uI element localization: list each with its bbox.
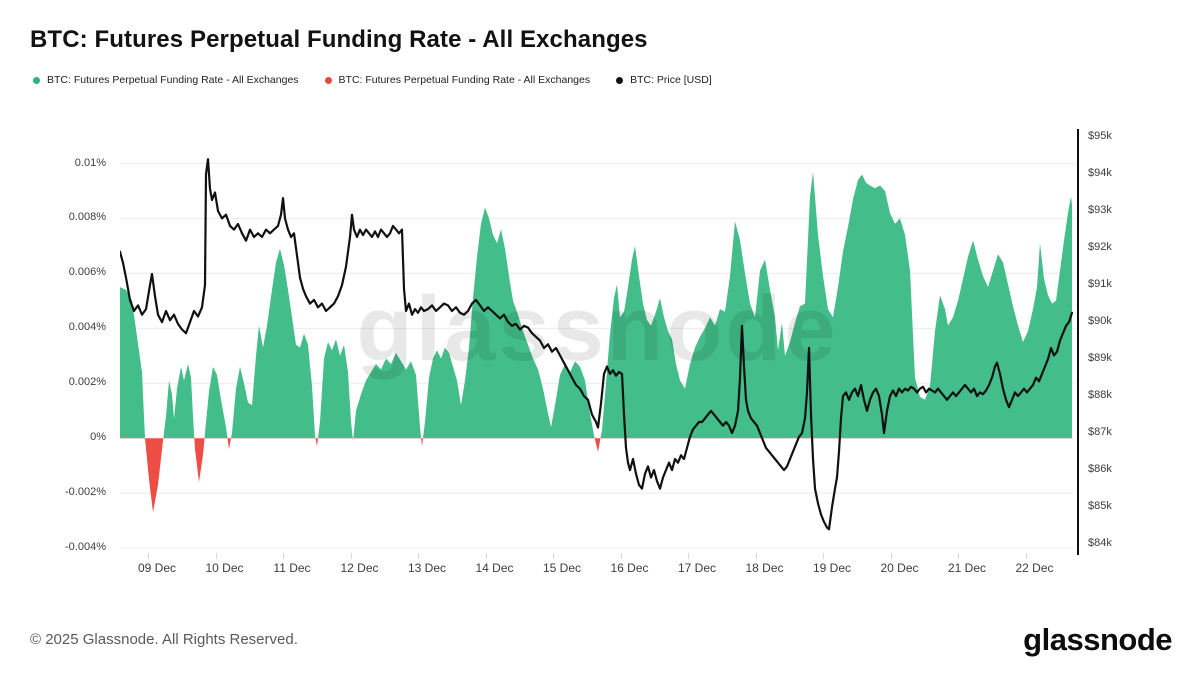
x-tick-label: 14 Dec xyxy=(475,561,514,575)
x-tick-mark xyxy=(215,553,217,559)
x-tick-mark xyxy=(688,553,689,559)
y-left-tick-label: 0% xyxy=(90,431,106,444)
y-right-tick-label: $91k xyxy=(1088,278,1112,291)
x-tick-label: 09 Dec xyxy=(137,561,177,575)
x-tick-label: 17 Dec xyxy=(677,561,717,575)
x-tick-mark xyxy=(418,553,419,559)
y-left-tick-label: -0.002% xyxy=(65,486,106,499)
green-dot-icon xyxy=(33,76,40,84)
legend-item-label: BTC: Price [USD] xyxy=(630,74,712,86)
y-right-tick-label: $85k xyxy=(1088,500,1112,513)
x-tick-label: 10 Dec xyxy=(205,561,244,575)
x-tick-label: 11 Dec xyxy=(273,561,311,575)
x-tick-label: 12 Dec xyxy=(340,561,379,575)
x-tick-mark xyxy=(350,553,352,559)
y-left-tick-label: 0.006% xyxy=(68,266,106,279)
y-right-tick-label: $86k xyxy=(1088,463,1112,476)
x-tick-label: 22 Dec xyxy=(1015,561,1054,575)
x-tick-mark xyxy=(890,553,892,559)
y-right-tick-label: $84k xyxy=(1088,537,1112,550)
y-right-tick-label: $92k xyxy=(1088,241,1112,254)
x-tick-mark xyxy=(485,553,487,559)
legend-item-label: BTC: Futures Perpetual Funding Rate - Al… xyxy=(47,74,299,86)
glassnode-logo: glassnode xyxy=(1023,622,1172,657)
chart-svg xyxy=(120,158,1075,549)
x-tick-mark xyxy=(620,553,622,559)
y-left-tick-label: -0.004% xyxy=(65,541,106,554)
x-tick-mark xyxy=(823,553,824,559)
x-tick-label: 18 Dec xyxy=(745,561,784,575)
y-left-tick-label: 0.002% xyxy=(68,376,106,389)
chart-plot-area[interactable]: glassnode xyxy=(120,130,1075,553)
legend-item-label: BTC: Futures Perpetual Funding Rate - Al… xyxy=(338,74,591,86)
x-tick-mark xyxy=(283,553,284,559)
price-axis-line xyxy=(1077,129,1079,555)
y-right-tick-label: $89k xyxy=(1088,352,1112,365)
y-right-tick-label: $90k xyxy=(1088,315,1112,328)
legend: BTC: Futures Perpetual Funding Rate - Al… xyxy=(33,74,712,86)
page-title: BTC: Futures Perpetual Funding Rate - Al… xyxy=(30,26,648,53)
x-tick-mark xyxy=(1025,553,1027,559)
x-tick-label: 15 Dec xyxy=(542,561,582,575)
x-tick-label: 19 Dec xyxy=(812,561,852,575)
x-tick-label: 16 Dec xyxy=(610,561,649,575)
y-right-tick-label: $94k xyxy=(1088,167,1112,180)
black-dot-icon xyxy=(616,76,624,84)
x-tick-label: 13 Dec xyxy=(407,561,447,575)
y-left-tick-label: 0.004% xyxy=(68,321,106,334)
copyright-text: © 2025 Glassnode. All Rights Reserved. xyxy=(30,631,298,648)
y-right-tick-label: $95k xyxy=(1088,130,1112,143)
y-left-tick-label: 0.01% xyxy=(74,156,106,169)
y-right-tick-label: $93k xyxy=(1088,204,1112,217)
legend-item-1[interactable]: BTC: Futures Perpetual Funding Rate - Al… xyxy=(324,74,591,86)
y-right-tick-label: $88k xyxy=(1088,389,1112,402)
x-tick-mark xyxy=(148,553,149,559)
x-tick-mark xyxy=(553,553,554,559)
x-tick-mark xyxy=(958,553,959,559)
legend-item-2[interactable]: BTC: Price [USD] xyxy=(616,74,712,86)
x-tick-label: 20 Dec xyxy=(880,561,919,575)
y-right-tick-label: $87k xyxy=(1088,426,1112,439)
red-dot-icon xyxy=(324,76,332,84)
x-tick-label: 21 Dec xyxy=(947,561,987,575)
x-tick-mark xyxy=(755,553,757,559)
legend-item-0[interactable]: BTC: Futures Perpetual Funding Rate - Al… xyxy=(33,74,299,86)
y-left-tick-label: 0.008% xyxy=(68,211,106,224)
